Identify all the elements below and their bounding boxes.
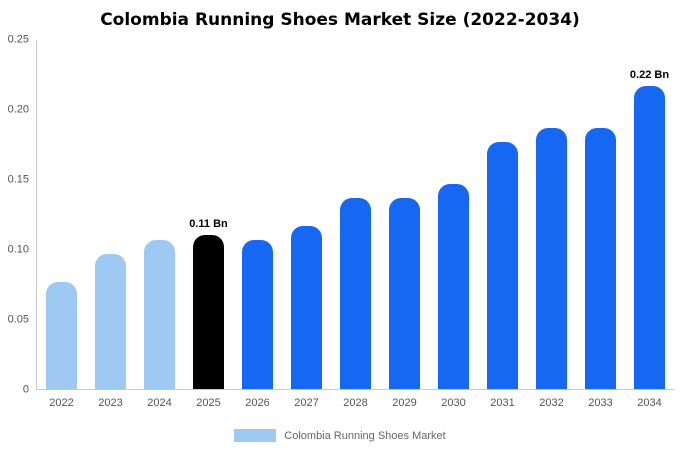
x-tick-label-2028: 2028 <box>343 397 368 409</box>
bar-2025[interactable]: 0.11 Bn <box>189 218 228 389</box>
x-tick-label-2029: 2029 <box>392 397 417 409</box>
bar-2029[interactable] <box>389 197 420 389</box>
x-tick-label-2026: 2026 <box>245 397 270 409</box>
bar-2033[interactable] <box>585 127 616 389</box>
bar-column-2030: 2030 <box>429 40 478 409</box>
bar-column-2026: 2026 <box>233 40 282 409</box>
bar-value-label-2025: 0.11 Bn <box>189 218 228 231</box>
bar-column-2029: 2029 <box>380 40 429 409</box>
x-tick-label-2034: 2034 <box>637 397 662 409</box>
bar-2031[interactable] <box>487 141 518 389</box>
bar-column-2032: 2032 <box>527 40 576 409</box>
bar-2028[interactable] <box>340 197 371 389</box>
x-tick-label-2025: 2025 <box>196 397 221 409</box>
bar-2030[interactable] <box>438 183 469 389</box>
bar-column-2031: 2031 <box>478 40 527 409</box>
y-tick-label: 0.15 <box>7 173 29 186</box>
x-tick-label-2031: 2031 <box>490 397 515 409</box>
bar-column-2034: 0.22 Bn 2034 <box>625 40 674 409</box>
bar-2024[interactable] <box>144 239 175 389</box>
bar-column-2023: 2023 <box>86 40 135 409</box>
bar-column-2022: 2022 <box>37 40 86 409</box>
y-tick-label: 0 <box>22 383 29 396</box>
chart-title: Colombia Running Shoes Market Size (2022… <box>100 10 580 30</box>
legend-swatch <box>234 429 277 442</box>
bar-column-2028: 2028 <box>331 40 380 409</box>
bar-2034[interactable]: 0.22 Bn <box>630 69 669 389</box>
y-tick-label: 0.25 <box>7 33 29 46</box>
x-tick-label-2023: 2023 <box>98 397 123 409</box>
x-tick-label-2022: 2022 <box>49 397 74 409</box>
x-tick-label-2033: 2033 <box>588 397 613 409</box>
bar-column-2027: 2027 <box>282 40 331 409</box>
plot-area: 2022 2023 2024 0.11 Bn 2025 2026 2027 2028 2029 2… <box>36 40 674 409</box>
bar-value-label-2034: 0.22 Bn <box>629 69 670 82</box>
x-tick-label-2032: 2032 <box>539 397 564 409</box>
bar-2023[interactable] <box>95 253 126 389</box>
legend: Colombia Running Shoes Market <box>0 429 680 442</box>
x-tick-label-2024: 2024 <box>147 397 172 409</box>
bar-2032[interactable] <box>536 127 567 389</box>
x-tick-label-2030: 2030 <box>441 397 466 409</box>
bar-2022[interactable] <box>46 281 77 389</box>
bar-column-2033: 2033 <box>576 40 625 409</box>
y-tick-label: 0.20 <box>7 103 29 116</box>
y-tick-label: 0.05 <box>7 313 29 326</box>
bar-2026[interactable] <box>242 239 273 389</box>
bar-column-2025: 0.11 Bn 2025 <box>184 40 233 409</box>
y-axis: 0 0.05 0.10 0.15 0.20 0.25 <box>0 34 32 395</box>
legend-label: Colombia Running Shoes Market <box>284 429 446 442</box>
x-tick-label-2027: 2027 <box>294 397 319 409</box>
bar-2027[interactable] <box>291 225 322 389</box>
bar-column-2024: 2024 <box>135 40 184 409</box>
y-tick-label: 0.10 <box>7 243 29 256</box>
